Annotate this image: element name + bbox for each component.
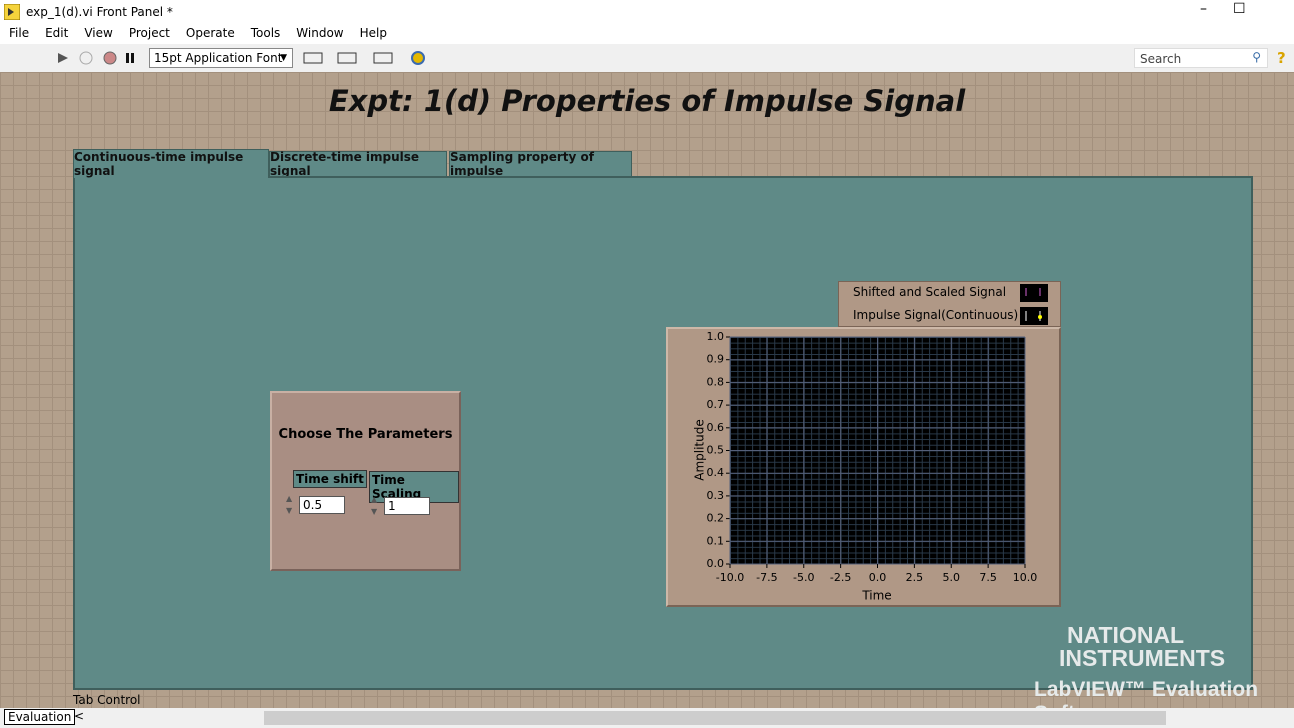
watermark-logo: NATIONAL INSTRUMENTS	[1005, 624, 1225, 670]
tab[interactable]: Continuous-time impulse signal	[73, 149, 269, 178]
app-icon	[4, 4, 20, 20]
tab[interactable]: Discrete-time impulse signal	[269, 150, 447, 178]
y-tick-label: 0.5	[707, 444, 725, 457]
x-tick-label: -10.0	[716, 571, 744, 584]
menu-item[interactable]: Window	[296, 26, 344, 40]
menu-bar: File Edit View Project Operate Tools Window Hel…	[0, 24, 1294, 44]
search-placeholder: Search	[1140, 52, 1182, 66]
y-tick-label: 0.2	[707, 512, 725, 525]
window-buttons[interactable]: –☐	[1200, 1, 1272, 17]
x-tick-label: -7.5	[756, 571, 777, 584]
x-tick-label: 2.5	[906, 571, 924, 584]
legend-icon	[1020, 307, 1048, 325]
y-tick-label: 0.8	[707, 375, 725, 388]
menu-item[interactable]: Project	[128, 26, 170, 40]
legend-entry: Shifted and Scaled Signal	[853, 285, 1007, 299]
font-label: 15pt Application Font	[154, 51, 283, 65]
parameters-title: Choose The Parameters	[278, 427, 453, 442]
brand-line: INSTRUMENTS	[1059, 645, 1226, 671]
numeric-control[interactable]: 0.5	[299, 496, 345, 514]
status-bar: Evaluation <	[0, 708, 1294, 728]
x-tick-label: 10.0	[1013, 571, 1038, 584]
brand-line: NATIONAL	[1067, 622, 1185, 648]
title-bar: exp_1(d).vi Front Panel * –☐	[0, 0, 1294, 24]
menu-item[interactable]: Operate	[185, 26, 235, 40]
spinner[interactable]: ▲ ▼	[286, 494, 293, 515]
legend-entry: Impulse Signal(Continuous)	[853, 308, 1019, 322]
parameters-box: Choose The Parameters Time shift Time Sc…	[270, 391, 461, 571]
y-tick-label: 1.0	[707, 330, 725, 343]
control-label: Time shift	[293, 470, 367, 488]
x-axis-label: Time	[861, 589, 891, 603]
menu-item[interactable]: Edit	[45, 26, 69, 40]
plot-legend: Shifted and Scaled Signal Impulse Signal…	[838, 281, 1061, 327]
panel-title: Expt: 1(d) Properties of Impulse Signal	[328, 84, 966, 118]
run-buttons[interactable]	[56, 50, 146, 66]
y-tick-label: 0.6	[707, 421, 725, 434]
scroll-thumb[interactable]	[264, 711, 1166, 725]
x-tick-label: -2.5	[830, 571, 851, 584]
toolbar: 15pt Application Font ▼ Search ⚲ ?	[0, 44, 1294, 73]
y-tick-label: 0.0	[707, 557, 725, 570]
tab-control-label: Tab Control	[73, 693, 141, 707]
x-tick-label: 0.0	[869, 571, 887, 584]
y-tick-label: 0.1	[707, 534, 725, 547]
menu-item[interactable]: File	[9, 26, 30, 40]
y-tick-label: 0.3	[707, 489, 725, 502]
x-tick-label: -5.0	[793, 571, 814, 584]
spinner[interactable]: ▲ ▼	[371, 495, 378, 516]
help-button[interactable]: ?	[1277, 49, 1286, 67]
menu-item[interactable]: Help	[359, 26, 387, 40]
font-selector[interactable]: 15pt Application Font ▼	[149, 48, 293, 68]
tab[interactable]: Sampling property of impulse	[449, 150, 632, 178]
menu-item[interactable]: Tools	[250, 26, 281, 40]
numeric-control[interactable]: 1	[384, 497, 430, 515]
y-axis-label: Amplitude	[693, 419, 707, 481]
align-tools[interactable]	[302, 50, 442, 66]
y-tick-label: 0.4	[707, 466, 725, 479]
scroll-left[interactable]: <	[74, 709, 85, 723]
search-box[interactable]: Search ⚲	[1134, 48, 1268, 68]
menu-item[interactable]: View	[84, 26, 113, 40]
x-tick-label: 5.0	[943, 571, 961, 584]
x-tick-label: 7.5	[979, 571, 997, 584]
y-tick-label: 0.9	[707, 353, 725, 366]
window-title: exp_1(d).vi Front Panel *	[26, 5, 173, 19]
legend-icon	[1020, 284, 1048, 302]
y-tick-label: 0.7	[707, 398, 725, 411]
mode-indicator: Evaluation	[4, 709, 76, 725]
